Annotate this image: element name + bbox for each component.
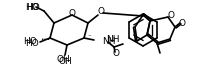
Text: HO: HO xyxy=(25,3,39,11)
Text: ⁻: ⁻ xyxy=(87,34,91,40)
Text: OH: OH xyxy=(58,56,72,66)
Text: NH: NH xyxy=(102,36,115,46)
Text: HO: HO xyxy=(25,39,39,48)
Text: O: O xyxy=(178,20,186,28)
Text: O: O xyxy=(69,9,75,17)
Text: •••: ••• xyxy=(40,36,50,41)
Text: HO: HO xyxy=(23,37,37,47)
Text: HO: HO xyxy=(26,3,40,12)
Text: OH: OH xyxy=(56,55,70,65)
Text: O: O xyxy=(167,10,175,20)
Text: O: O xyxy=(112,49,120,59)
Text: NH: NH xyxy=(106,35,120,45)
Text: O: O xyxy=(98,8,104,16)
